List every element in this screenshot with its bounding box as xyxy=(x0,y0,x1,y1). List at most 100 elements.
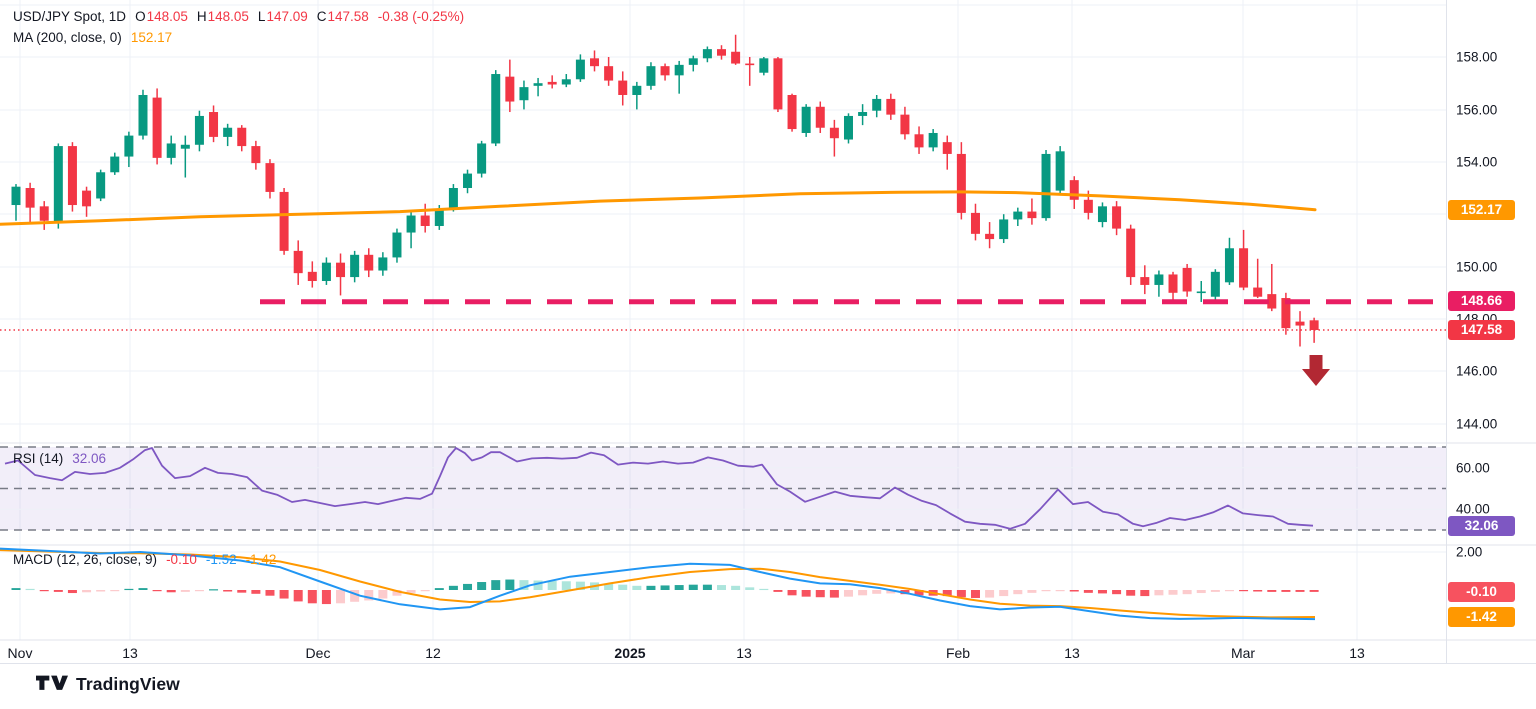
candle-body xyxy=(1041,153,1051,219)
candle-body xyxy=(25,188,35,208)
macd-histogram-bar xyxy=(533,580,543,590)
candle-body xyxy=(420,215,430,226)
macd-histogram-bar xyxy=(1210,590,1220,592)
price-badge[interactable]: 148.66 xyxy=(1448,291,1515,311)
candle-body xyxy=(265,163,275,192)
macd-histogram-bar xyxy=(251,590,261,594)
candle-body xyxy=(1126,228,1136,278)
candle-body xyxy=(1168,274,1178,293)
candle-body xyxy=(561,79,571,85)
macd-histogram-bar xyxy=(1097,590,1107,594)
candle-body xyxy=(110,156,120,173)
candle-body xyxy=(279,191,289,251)
price-badge[interactable]: 147.58 xyxy=(1448,320,1515,340)
macd-histogram-bar xyxy=(96,590,106,592)
macd-histogram-bar xyxy=(843,590,853,597)
price-badge[interactable]: -1.42 xyxy=(1448,607,1515,627)
candle-body xyxy=(1196,291,1206,294)
candle-body xyxy=(575,59,585,80)
macd-histogram-bar xyxy=(477,582,487,590)
macd-histogram-bar xyxy=(999,590,1009,597)
candle-body xyxy=(942,142,952,154)
macd-histogram-bar xyxy=(745,587,755,590)
candle-body xyxy=(717,49,726,56)
macd-histogram-bar xyxy=(82,590,92,593)
candle-body xyxy=(293,250,303,274)
macd-histogram-bar xyxy=(110,590,120,592)
candle-body xyxy=(166,143,176,158)
macd-histogram-bar xyxy=(815,590,825,598)
macd-histogram-bar xyxy=(505,579,515,590)
candle-body xyxy=(632,85,642,95)
ohlc-l: L 147.09 xyxy=(257,9,308,24)
macd-histogram-bar xyxy=(209,589,219,591)
candle-body xyxy=(1239,248,1249,288)
candle-body xyxy=(590,58,600,67)
macd-histogram-bar xyxy=(872,590,882,594)
macd-histogram-bar xyxy=(674,585,684,590)
macd-histogram-bar xyxy=(1140,590,1150,597)
macd-histogram-bar xyxy=(194,590,204,592)
candle-body xyxy=(604,66,614,81)
symbol-legend[interactable]: USD/JPY Spot, 1D O 148.05 H 148.05 L 147.09 C 1… xyxy=(13,9,464,24)
candle-body xyxy=(378,257,388,271)
candle-body xyxy=(773,58,783,110)
rsi-legend[interactable]: RSI (14) 32.06 xyxy=(13,451,106,466)
candle-body xyxy=(448,188,458,209)
price-badge[interactable]: 152.17 xyxy=(1448,200,1515,220)
macd-histogram-bar xyxy=(519,580,529,590)
candle-body xyxy=(1253,287,1263,297)
candle-body xyxy=(1083,199,1093,213)
macd-histogram-bar xyxy=(11,588,21,590)
macd-histogram-bar xyxy=(1126,590,1136,596)
macd-line xyxy=(0,547,1316,621)
time-axis-label: Dec xyxy=(305,645,331,661)
time-axis-label: 12 xyxy=(425,645,441,661)
candle-body xyxy=(138,94,148,136)
time-axis-label: Feb xyxy=(945,645,971,661)
candle-body xyxy=(223,127,233,137)
candle-body xyxy=(702,49,712,59)
time-axis-label: 2025 xyxy=(614,645,646,661)
down-arrow-annotation[interactable] xyxy=(1302,355,1330,386)
macd-histogram-bar xyxy=(787,590,797,596)
macd-histogram-bar xyxy=(942,590,952,597)
tradingview-logo[interactable]: TradingView xyxy=(36,674,180,695)
ma-legend[interactable]: MA (200, close, 0) 152.17 xyxy=(13,30,172,45)
macd-histogram-bar xyxy=(491,580,501,590)
candle-body xyxy=(82,190,92,207)
macd-histogram-bar xyxy=(223,590,233,592)
macd-histogram-bar xyxy=(237,590,247,593)
macd-histogram-bar xyxy=(646,585,656,590)
price-badge[interactable]: -0.10 xyxy=(1448,582,1515,602)
macd-legend[interactable]: MACD (12, 26, close, 9) -0.10 -1.52 -1.4… xyxy=(13,552,276,567)
candle-body xyxy=(547,81,557,85)
candle-body xyxy=(928,132,938,148)
ma-label: MA (200, close, 0) xyxy=(13,30,122,45)
macd-histogram-bar xyxy=(1083,590,1093,593)
macd-histogram-bar xyxy=(406,590,416,593)
macd-histogram-bar xyxy=(279,590,289,599)
candle-body xyxy=(180,144,190,149)
macd-histogram-bar xyxy=(124,588,134,591)
macd-histogram-bar xyxy=(604,583,614,590)
macd-histogram-bar xyxy=(1253,590,1263,592)
rsi-line xyxy=(4,447,1314,530)
macd-histogram-bar xyxy=(632,585,642,590)
macd-histogram-bar xyxy=(618,584,628,590)
price-badge[interactable]: 32.06 xyxy=(1448,516,1515,536)
macd-histogram-bar xyxy=(392,590,402,596)
candle-body xyxy=(350,254,360,278)
macd-histogram-bar xyxy=(1027,590,1037,593)
price-axis-label: 2.00 xyxy=(1456,544,1483,560)
macd-histogram-bar xyxy=(25,588,35,591)
candle-body xyxy=(364,254,374,271)
macd-histogram-bar xyxy=(801,590,811,597)
macd-histogram-bar xyxy=(180,590,190,592)
macd-histogram-bar xyxy=(773,590,783,592)
candle-body xyxy=(1309,320,1319,331)
candle-body xyxy=(39,206,49,221)
candle-body xyxy=(11,186,21,206)
ma200-line[interactable] xyxy=(0,190,1317,226)
